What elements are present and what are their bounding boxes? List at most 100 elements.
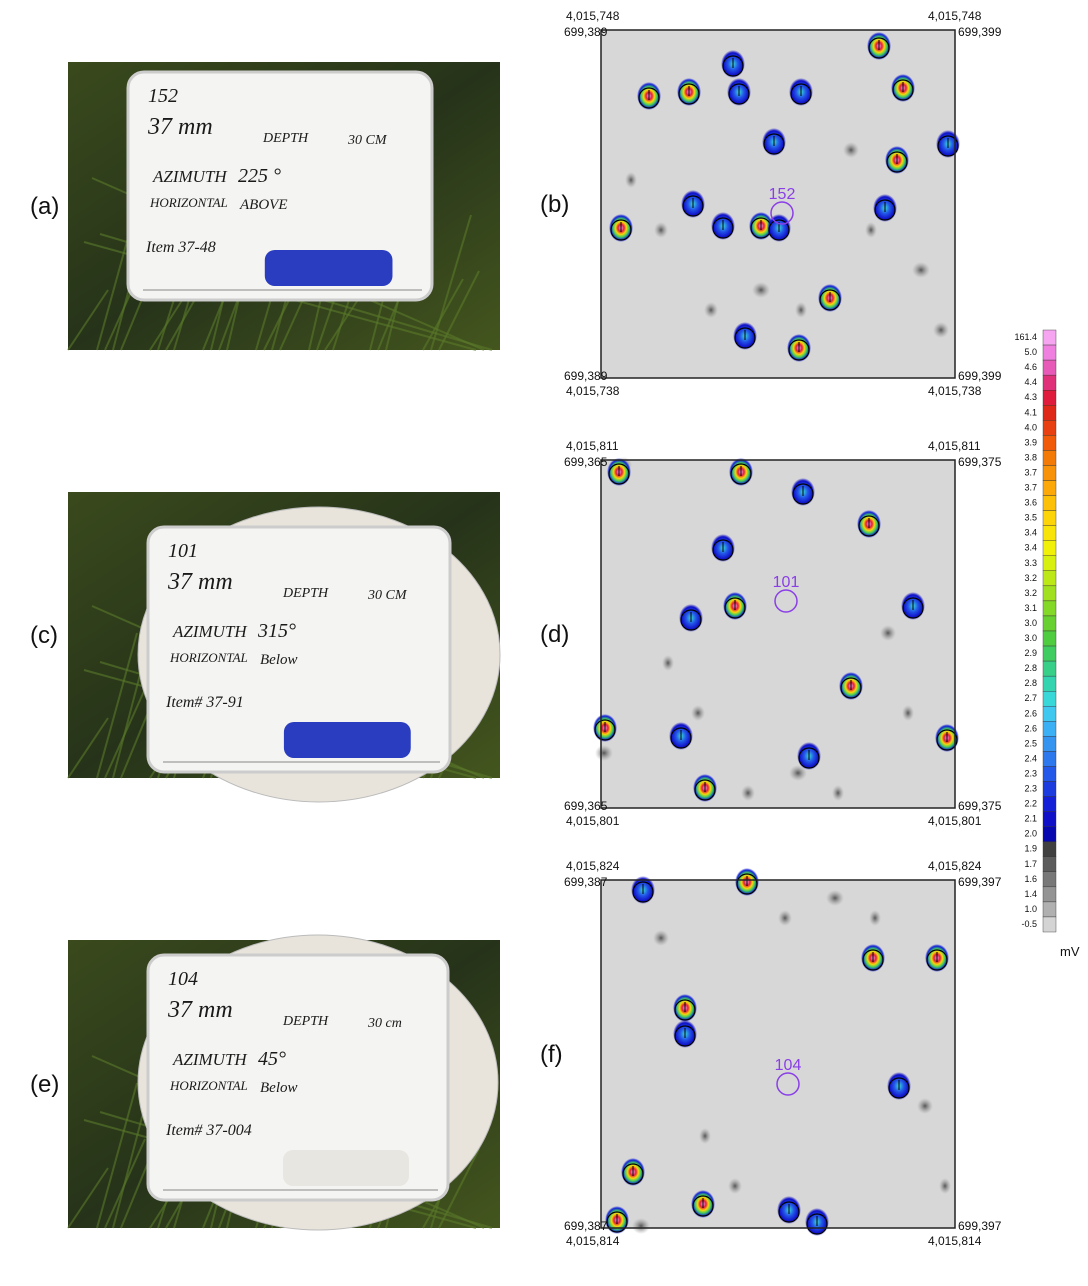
colorbar-label: 1.0 bbox=[1024, 904, 1037, 914]
gray-anomaly bbox=[880, 625, 896, 641]
colorbar-label: 3.4 bbox=[1024, 528, 1037, 538]
colorbar-label: 3.0 bbox=[1024, 633, 1037, 643]
grass-blade bbox=[67, 717, 109, 779]
target-circle bbox=[774, 589, 798, 613]
colorbar-unit: mV bbox=[1060, 944, 1080, 959]
colorbar-swatch bbox=[1042, 344, 1057, 361]
gray-anomaly bbox=[869, 910, 881, 926]
colorbar-swatch bbox=[1042, 796, 1057, 812]
coordinate-label: 699,375 bbox=[958, 799, 1002, 813]
gray-anomaly bbox=[691, 705, 705, 721]
anomaly-ring bbox=[888, 1077, 910, 1099]
colorbar-label: 3.8 bbox=[1024, 452, 1037, 462]
board-text: 45° bbox=[258, 1048, 286, 1070]
board-text: 104 bbox=[168, 968, 198, 990]
board-text: 152 bbox=[148, 85, 178, 107]
cartridge bbox=[283, 1150, 409, 1186]
colorbar-label: 3.6 bbox=[1024, 498, 1037, 508]
target-label: 101 bbox=[773, 574, 800, 591]
colorbar-label: 5.0 bbox=[1024, 347, 1037, 357]
grass-blade bbox=[104, 688, 146, 779]
cartridge bbox=[264, 250, 393, 286]
colorbar-swatch bbox=[1042, 615, 1057, 632]
colorbar-label: 2.3 bbox=[1024, 768, 1037, 778]
board-text: 37 mm bbox=[147, 114, 213, 140]
map-background bbox=[601, 460, 955, 808]
coordinate-label: 4,015,748 bbox=[928, 9, 982, 23]
colorbar-swatch bbox=[1042, 390, 1057, 406]
board-text: 37 mm bbox=[167, 997, 233, 1023]
anomaly-ring bbox=[819, 289, 841, 311]
map-frame bbox=[600, 879, 956, 1229]
panel-label: (b) bbox=[540, 191, 569, 218]
gray-anomaly bbox=[595, 745, 613, 761]
anomaly-ring bbox=[778, 1201, 800, 1223]
anomaly-ring bbox=[874, 199, 896, 221]
gray-anomaly bbox=[699, 1128, 711, 1144]
colorbar-swatch bbox=[1042, 555, 1057, 572]
colorbar-label: 3.7 bbox=[1024, 467, 1037, 477]
colorbar-label: 3.3 bbox=[1024, 558, 1037, 568]
anomaly-ring bbox=[728, 83, 750, 105]
gray-anomaly bbox=[741, 785, 755, 801]
anomaly-ring bbox=[724, 597, 746, 619]
colorbar-swatch bbox=[1042, 450, 1057, 466]
anomaly-ring bbox=[610, 219, 632, 241]
board-text: 315° bbox=[257, 620, 296, 642]
coordinate-label: 4,015,801 bbox=[928, 814, 982, 828]
colorbar-swatch bbox=[1042, 585, 1057, 602]
coordinate-label: 4,015,814 bbox=[566, 1234, 620, 1248]
colorbar-swatch bbox=[1042, 525, 1057, 541]
anomaly-ring bbox=[678, 83, 700, 105]
colorbar-swatch bbox=[1042, 811, 1057, 827]
board-text: Item 37-48 bbox=[145, 239, 216, 256]
anomaly-ring bbox=[680, 609, 702, 631]
board-text: 30 cm bbox=[367, 1016, 402, 1031]
anomaly-ring bbox=[768, 219, 790, 241]
anomaly-ring bbox=[937, 135, 959, 157]
colorbar-label: 2.5 bbox=[1024, 738, 1037, 748]
colorbar-label: 1.9 bbox=[1024, 844, 1037, 854]
gray-anomaly bbox=[843, 142, 859, 158]
board-text: AZIMUTH bbox=[172, 622, 248, 641]
anomaly-ring bbox=[806, 1213, 828, 1235]
colorbar-swatch bbox=[1042, 540, 1057, 556]
colorbar-label: 4.1 bbox=[1024, 407, 1037, 417]
colorbar-label: 2.3 bbox=[1024, 784, 1037, 794]
anomaly-ring bbox=[736, 873, 758, 895]
gray-anomaly bbox=[789, 765, 807, 781]
map bbox=[600, 29, 960, 379]
colorbar-swatch bbox=[1042, 660, 1057, 677]
anomaly-ring bbox=[730, 463, 752, 485]
coordinate-label: 699,389 bbox=[564, 25, 608, 39]
gray-anomaly bbox=[933, 322, 949, 338]
panel-label: (d) bbox=[540, 621, 569, 648]
gray-anomaly bbox=[632, 1218, 650, 1234]
gray-anomaly bbox=[865, 222, 877, 238]
colorbar-swatch bbox=[1042, 480, 1057, 496]
colorbar-label: 161.4 bbox=[1014, 332, 1037, 342]
gray-anomaly bbox=[912, 262, 930, 278]
target-label: 152 bbox=[769, 186, 796, 203]
gray-anomaly bbox=[939, 1178, 951, 1194]
coordinate-label: 699,375 bbox=[958, 455, 1002, 469]
whiteboard bbox=[126, 70, 434, 302]
map bbox=[600, 868, 956, 1236]
colorbar-swatch bbox=[1042, 510, 1057, 526]
coordinate-label: 4,015,824 bbox=[566, 859, 620, 873]
gray-anomaly bbox=[832, 785, 844, 801]
coordinate-label: 699,389 bbox=[564, 369, 608, 383]
anomaly-ring bbox=[594, 719, 616, 741]
colorbar-label: 2.8 bbox=[1024, 678, 1037, 688]
colorbar-label: 1.4 bbox=[1024, 889, 1037, 899]
colorbar-swatch bbox=[1042, 871, 1057, 888]
colorbar-label: 4.3 bbox=[1024, 392, 1037, 402]
anomaly-ring bbox=[670, 727, 692, 749]
colorbar-swatch bbox=[1042, 435, 1057, 451]
anomaly-ring bbox=[936, 729, 958, 751]
colorbar-swatch bbox=[1042, 374, 1057, 391]
colorbar-label: 2.8 bbox=[1024, 663, 1037, 673]
gray-anomaly bbox=[752, 282, 770, 298]
anomaly-ring bbox=[608, 463, 630, 485]
coordinate-label: 699,397 bbox=[958, 875, 1002, 889]
